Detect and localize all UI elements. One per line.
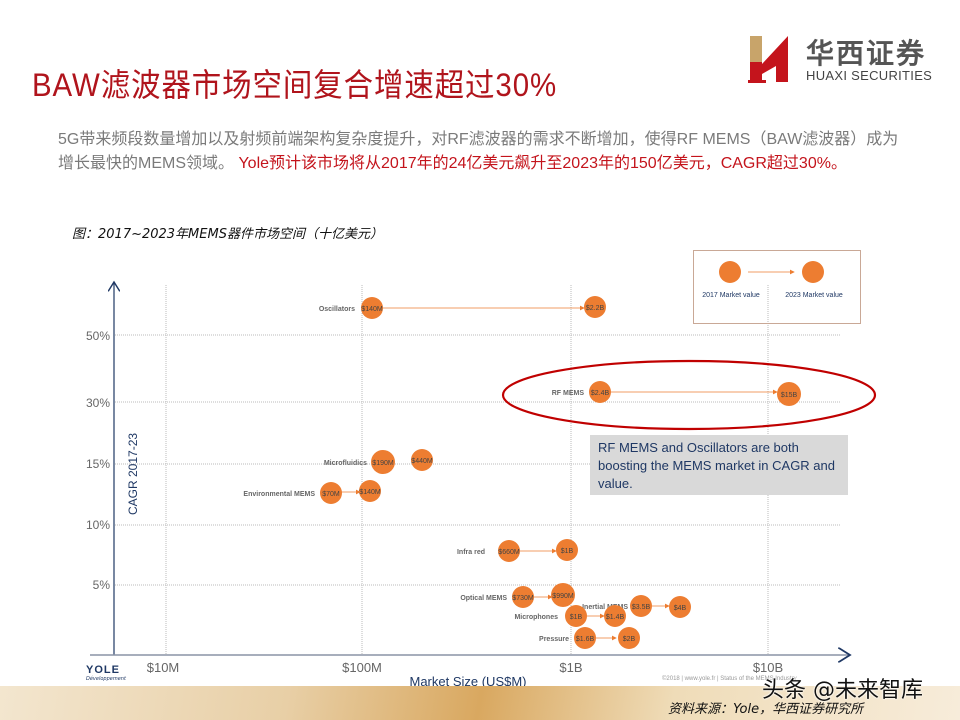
svg-text:$4B: $4B <box>674 605 687 612</box>
svg-text:$440M: $440M <box>411 458 433 465</box>
svg-text:Microfluidics: Microfluidics <box>324 460 367 467</box>
svg-text:$140M: $140M <box>359 489 381 496</box>
series-environmental-mems: Environmental MEMS $70M $140M <box>243 480 381 504</box>
series-rf-mems: RF MEMS $2.4B $15B <box>552 381 801 406</box>
svg-text:$3.5B: $3.5B <box>632 604 651 611</box>
svg-text:Optical MEMS: Optical MEMS <box>460 595 507 602</box>
svg-text:$100M: $100M <box>342 660 382 675</box>
series-oscillators: Oscillators $140M $2.2B <box>319 296 606 319</box>
svg-text:Environmental MEMS: Environmental MEMS <box>243 491 315 498</box>
svg-text:Oscillators: Oscillators <box>319 306 355 313</box>
svg-text:$15B: $15B <box>781 392 798 399</box>
y-axis-label: CAGR 2017-23 <box>126 433 140 515</box>
series-microphones: Microphones $1B $1.4B <box>514 605 626 627</box>
x-tick-labels: $10M $100M $1B $10B <box>147 660 783 675</box>
y-tick-labels: 50% 30% 15% 10% 5% <box>86 329 110 592</box>
chart-copyright: ©2018 | www.yole.fr | Status of the MEMS… <box>662 676 797 682</box>
logo-english-name: HUAXI SECURITIES <box>806 68 933 83</box>
intro-gray-text: 5G带来频段数量增加以及射频前端架构复杂度提升，对RF滤波器的需求不断增加，使得… <box>58 131 899 172</box>
svg-text:$10B: $10B <box>753 660 783 675</box>
svg-text:RF MEMS: RF MEMS <box>552 390 585 397</box>
intro-paragraph: 5G带来频段数量增加以及射频前端架构复杂度提升，对RF滤波器的需求不断增加，使得… <box>58 128 908 176</box>
svg-text:50%: 50% <box>86 329 110 343</box>
yole-logo-subtitle: Développement <box>86 676 126 682</box>
svg-text:Infra red: Infra red <box>457 549 485 556</box>
intro-red-text: Yole预计该市场将从2017年的24亿美元飙升至2023年的150亿美元，CA… <box>234 155 847 172</box>
svg-text:Microphones: Microphones <box>514 614 558 621</box>
svg-text:$660M: $660M <box>498 549 520 556</box>
legend-2017-label: 2017 Market value <box>702 292 760 299</box>
logo-chinese-name: 华西证券 <box>806 37 927 70</box>
svg-text:$1B: $1B <box>561 548 574 555</box>
footer-decorative-band <box>0 686 960 720</box>
svg-text:$2.4B: $2.4B <box>591 390 610 397</box>
svg-text:$10M: $10M <box>147 660 180 675</box>
svg-text:$1B: $1B <box>559 660 582 675</box>
svg-text:$990M: $990M <box>552 593 574 600</box>
chart-annotation-note: RF MEMS and Oscillators are both boostin… <box>590 435 848 495</box>
svg-text:30%: 30% <box>86 396 110 410</box>
yole-logo-name: YOLE <box>86 664 120 676</box>
huaxi-logo: 华西证券 HUAXI SECURITIES <box>748 32 948 88</box>
legend-2023-label: 2023 Market value <box>785 292 843 299</box>
legend-graphic <box>719 261 824 283</box>
series-microfluidics: Microfluidics $190M $440M <box>324 449 433 474</box>
yole-logo: YOLE Développement <box>86 664 126 682</box>
watermark: 头条 @未来智库 <box>762 678 923 703</box>
svg-text:$2.2B: $2.2B <box>586 305 605 312</box>
rf-mems-highlight-ellipse <box>501 359 877 431</box>
svg-text:Pressure: Pressure <box>539 636 569 643</box>
series-optical-mems: Optical MEMS $730M $990M <box>460 583 575 608</box>
series-infra-red: Infra red $660M $1B <box>457 539 578 562</box>
svg-text:5%: 5% <box>93 578 111 592</box>
source-note: 资料来源：Yole，华西证券研究所 <box>668 702 864 717</box>
svg-text:10%: 10% <box>86 518 110 532</box>
svg-text:Inertial MEMS: Inertial MEMS <box>582 604 628 611</box>
svg-text:$2B: $2B <box>623 636 636 643</box>
chart-legend: 2017 Market value 2023 Market value <box>693 250 861 324</box>
svg-text:$1.4B: $1.4B <box>606 614 625 621</box>
figure-caption: 图：2017~2023年MEMS器件市场空间（十亿美元） <box>72 227 383 242</box>
series-pressure: Pressure $1.6B $2B <box>539 627 640 649</box>
svg-text:$1B: $1B <box>570 614 583 621</box>
svg-text:$730M: $730M <box>512 595 534 602</box>
svg-text:$190M: $190M <box>372 460 394 467</box>
svg-text:15%: 15% <box>86 457 110 471</box>
huaxi-logo-mark-icon <box>748 36 788 83</box>
page-title: BAW滤波器市场空间复合增速超过30% <box>32 67 558 103</box>
svg-text:$1.6B: $1.6B <box>576 636 595 643</box>
svg-text:$140M: $140M <box>361 306 383 313</box>
x-axis-label: Market Size (US$M) <box>409 674 526 689</box>
series-inertial-mems: Inertial MEMS $3.5B $4B <box>582 595 691 618</box>
svg-text:$70M: $70M <box>322 491 340 498</box>
